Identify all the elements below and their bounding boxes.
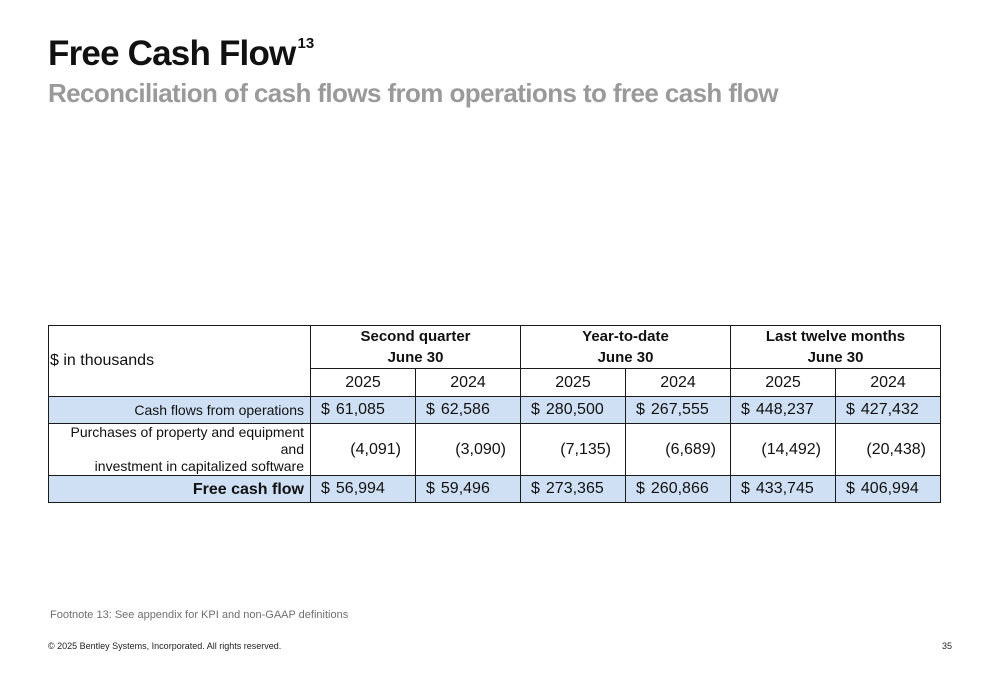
- currency-symbol: $: [846, 480, 855, 497]
- group-header-line2: June 30: [597, 349, 654, 366]
- title-text: Free Cash Flow: [48, 34, 296, 73]
- currency-symbol: $: [321, 480, 330, 497]
- currency-symbol: $: [426, 480, 435, 497]
- amount: 273,365: [545, 480, 604, 497]
- currency-symbol: $: [636, 401, 645, 418]
- group-header-second-quarter: Second quarter June 30: [310, 325, 521, 369]
- row-label: Free cash flow: [48, 475, 311, 503]
- value-cell: (4,091): [310, 423, 416, 476]
- value-cell: $59,496: [415, 475, 521, 503]
- title-footnote-ref: 13: [297, 35, 315, 53]
- group-header-line1: Last twelve months: [765, 328, 906, 345]
- value-cell: (20,438): [835, 423, 941, 476]
- group-header-line1: Year-to-date: [582, 328, 669, 345]
- amount: 448,237: [755, 401, 814, 418]
- currency-symbol: $: [636, 480, 645, 497]
- group-header-line2: June 30: [387, 349, 444, 366]
- row-label-line1: Purchases of property and equipment and: [70, 424, 304, 457]
- value-cell: $448,237: [730, 396, 836, 424]
- row-label: Purchases of property and equipment and …: [48, 423, 311, 476]
- row-label: Cash flows from operations: [48, 396, 311, 424]
- value-cell: (6,689): [625, 423, 731, 476]
- page-subtitle: Reconciliation of cash flows from operat…: [48, 78, 779, 108]
- amount: 267,555: [650, 401, 709, 418]
- row-label-line2: investment in capitalized software: [94, 458, 304, 474]
- value-cell: (7,135): [520, 423, 626, 476]
- table-row-cash-flows-from-operations: Cash flows from operations $61,085 $62,5…: [48, 396, 941, 424]
- currency-symbol: $: [531, 480, 540, 497]
- year-header: 2024: [835, 368, 941, 397]
- free-cash-flow-table: $ in thousands Second quarter June 30 Ye…: [48, 325, 941, 503]
- year-header: 2025: [520, 368, 626, 397]
- year-header: 2025: [310, 368, 416, 397]
- table-header-row: $ in thousands Second quarter June 30 Ye…: [48, 325, 941, 397]
- table-row-purchases-of-property: Purchases of property and equipment and …: [48, 423, 941, 476]
- value-cell: $433,745: [730, 475, 836, 503]
- amount: 433,745: [755, 480, 814, 497]
- table-row-free-cash-flow: Free cash flow $56,994 $59,496 $273,365 …: [48, 475, 941, 503]
- year-header-row: 2025 2024 2025 2024 2025 2024: [49, 368, 941, 397]
- value-cell: $61,085: [310, 396, 416, 424]
- value-cell: $273,365: [520, 475, 626, 503]
- amount: 59,496: [440, 480, 490, 497]
- value-cell: $280,500: [520, 396, 626, 424]
- amount: 56,994: [335, 480, 385, 497]
- amount: 406,994: [860, 480, 919, 497]
- currency-symbol: $: [741, 480, 750, 497]
- year-header: 2024: [625, 368, 731, 397]
- amount: 260,866: [650, 480, 709, 497]
- amount: 61,085: [335, 401, 385, 418]
- currency-symbol: $: [741, 401, 750, 418]
- group-header-last-twelve-months: Last twelve months June 30: [730, 325, 941, 369]
- copyright-notice: © 2025 Bentley Systems, Incorporated. Al…: [48, 641, 282, 651]
- amount: 62,586: [440, 401, 490, 418]
- currency-symbol: $: [321, 401, 330, 418]
- currency-symbol: $: [531, 401, 540, 418]
- value-cell: $56,994: [310, 475, 416, 503]
- group-header-line2: June 30: [807, 349, 864, 366]
- amount: 427,432: [860, 401, 919, 418]
- amount: 280,500: [545, 401, 604, 418]
- units-label: $ in thousands: [48, 325, 311, 397]
- value-cell: $406,994: [835, 475, 941, 503]
- group-header-line1: Second quarter: [360, 328, 471, 345]
- value-cell: (3,090): [415, 423, 521, 476]
- page-title: Free Cash Flow 13: [48, 34, 314, 74]
- value-cell: $427,432: [835, 396, 941, 424]
- year-header: 2025: [730, 368, 836, 397]
- group-header-year-to-date: Year-to-date June 30: [520, 325, 731, 369]
- year-header: 2024: [415, 368, 521, 397]
- value-cell: $260,866: [625, 475, 731, 503]
- value-cell: $62,586: [415, 396, 521, 424]
- currency-symbol: $: [426, 401, 435, 418]
- footnote: Footnote 13: See appendix for KPI and no…: [50, 609, 349, 621]
- currency-symbol: $: [846, 401, 855, 418]
- value-cell: $267,555: [625, 396, 731, 424]
- page-number: 35: [941, 641, 952, 651]
- value-cell: (14,492): [730, 423, 836, 476]
